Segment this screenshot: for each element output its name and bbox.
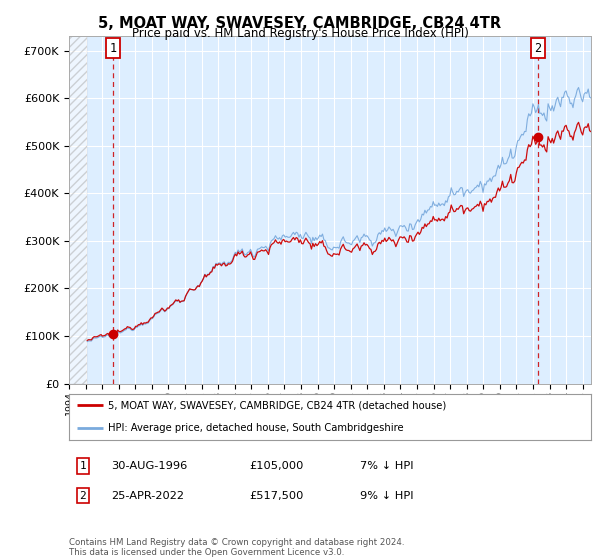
Text: HPI: Average price, detached house, South Cambridgeshire: HPI: Average price, detached house, Sout…: [108, 423, 404, 433]
Text: 1: 1: [110, 41, 117, 55]
Text: 30-AUG-1996: 30-AUG-1996: [111, 461, 187, 471]
Text: 1: 1: [79, 461, 86, 471]
Text: £105,000: £105,000: [249, 461, 304, 471]
Text: £517,500: £517,500: [249, 491, 304, 501]
Text: 7% ↓ HPI: 7% ↓ HPI: [360, 461, 413, 471]
Text: 2: 2: [534, 41, 541, 55]
Text: 5, MOAT WAY, SWAVESEY, CAMBRIDGE, CB24 4TR (detached house): 5, MOAT WAY, SWAVESEY, CAMBRIDGE, CB24 4…: [108, 400, 446, 410]
Text: 25-APR-2022: 25-APR-2022: [111, 491, 184, 501]
Text: 2: 2: [79, 491, 86, 501]
Text: 9% ↓ HPI: 9% ↓ HPI: [360, 491, 413, 501]
Text: Price paid vs. HM Land Registry's House Price Index (HPI): Price paid vs. HM Land Registry's House …: [131, 27, 469, 40]
Text: Contains HM Land Registry data © Crown copyright and database right 2024.
This d: Contains HM Land Registry data © Crown c…: [69, 538, 404, 557]
Text: 5, MOAT WAY, SWAVESEY, CAMBRIDGE, CB24 4TR: 5, MOAT WAY, SWAVESEY, CAMBRIDGE, CB24 4…: [98, 16, 502, 31]
